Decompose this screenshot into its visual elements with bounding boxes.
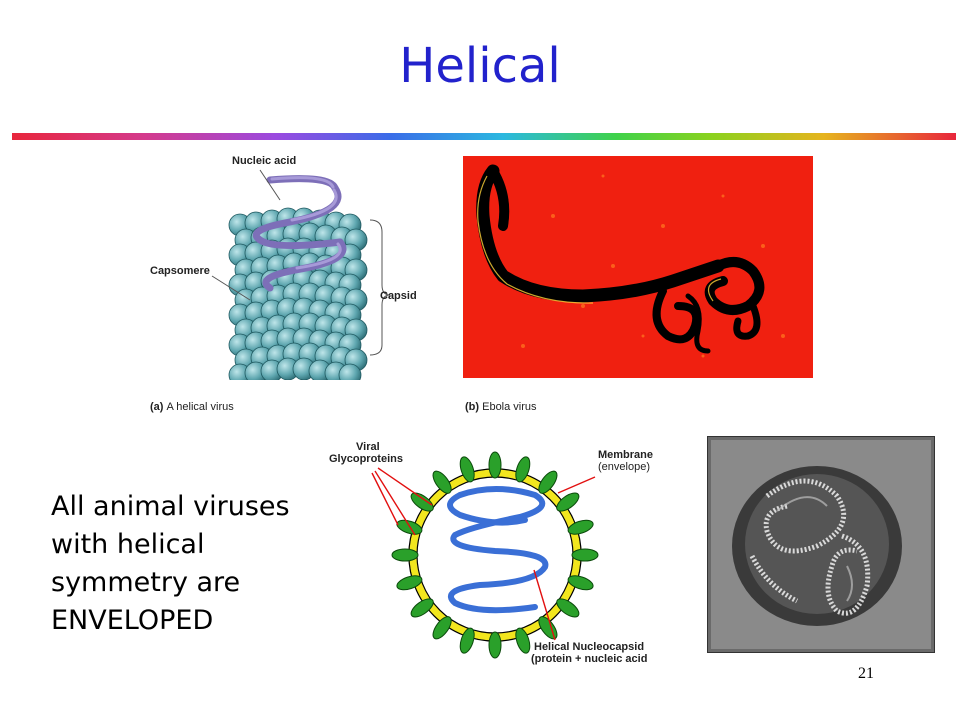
glycoprotein-spike bbox=[432, 616, 452, 640]
glycoprotein-spike bbox=[515, 627, 531, 654]
rainbow-divider bbox=[12, 133, 956, 140]
slide-title: Helical bbox=[399, 38, 561, 94]
glycoprotein-spike bbox=[459, 627, 475, 654]
statement-line-3: symmetry are bbox=[51, 567, 241, 598]
glycoprotein-spike bbox=[432, 470, 452, 494]
ebola-micrograph bbox=[463, 156, 813, 378]
figure-b-caption-letter: (b) bbox=[465, 401, 480, 413]
membrane-sublabel: (envelope) bbox=[598, 461, 650, 473]
glycoprotein-spike bbox=[391, 548, 419, 562]
glycoprotein-spike bbox=[538, 470, 558, 494]
page-number: 21 bbox=[858, 665, 874, 682]
figure-b-caption-text: Ebola virus bbox=[482, 401, 537, 413]
nucleocapsid-sublabel: (protein + nucleic acid bbox=[531, 653, 648, 665]
glycoprotein-spike bbox=[396, 575, 423, 591]
capsomere-ball bbox=[338, 363, 362, 380]
glycoprotein-spike bbox=[410, 492, 434, 512]
figure-a-leader-lines bbox=[211, 169, 390, 356]
glycoprotein-spike bbox=[459, 456, 475, 483]
helical-virus-micrograph bbox=[707, 436, 935, 653]
statement-line-1: All animal viruses bbox=[51, 491, 290, 522]
enveloped-statement: All animal viruses with helical symmetry… bbox=[51, 488, 321, 640]
glycoprotein-spike bbox=[571, 548, 599, 562]
glycoproteins-label-line2: Glycoproteins bbox=[329, 453, 403, 465]
capsomere-label: Capsomere bbox=[150, 265, 210, 277]
figure-a-caption: (a) A helical virus bbox=[150, 401, 234, 413]
statement-line-2: with helical bbox=[51, 529, 205, 560]
membrane-label: Membrane bbox=[598, 449, 654, 461]
glycoprotein-spike bbox=[556, 492, 580, 512]
helical-virus-illustration bbox=[228, 175, 368, 380]
glycoprotein-spike bbox=[556, 598, 580, 618]
glycoprotein-spike bbox=[488, 631, 502, 659]
glycoproteins-label: Viral bbox=[356, 441, 380, 453]
glycoprotein-spike bbox=[567, 519, 594, 535]
enveloped-virus-diagram bbox=[371, 451, 599, 659]
glycoprotein-spike bbox=[515, 456, 531, 483]
glycoproteins-label-line1: Viral bbox=[356, 441, 380, 453]
glycoprotein-spike bbox=[567, 575, 594, 591]
nucleocapsid-label: Helical Nucleocapsid bbox=[534, 641, 645, 653]
glycoprotein-spike bbox=[488, 451, 502, 479]
glycoprotein-spike bbox=[410, 598, 434, 618]
figure-a-caption-letter: (a) bbox=[150, 401, 164, 413]
capsid-label: Capsid bbox=[380, 290, 417, 302]
nucleic-acid-label: Nucleic acid bbox=[232, 155, 297, 167]
figure-b-caption: (b) Ebola virus bbox=[465, 401, 537, 413]
figure-a-caption-text: A helical virus bbox=[166, 401, 234, 413]
statement-line-4: ENVELOPED bbox=[51, 605, 214, 636]
